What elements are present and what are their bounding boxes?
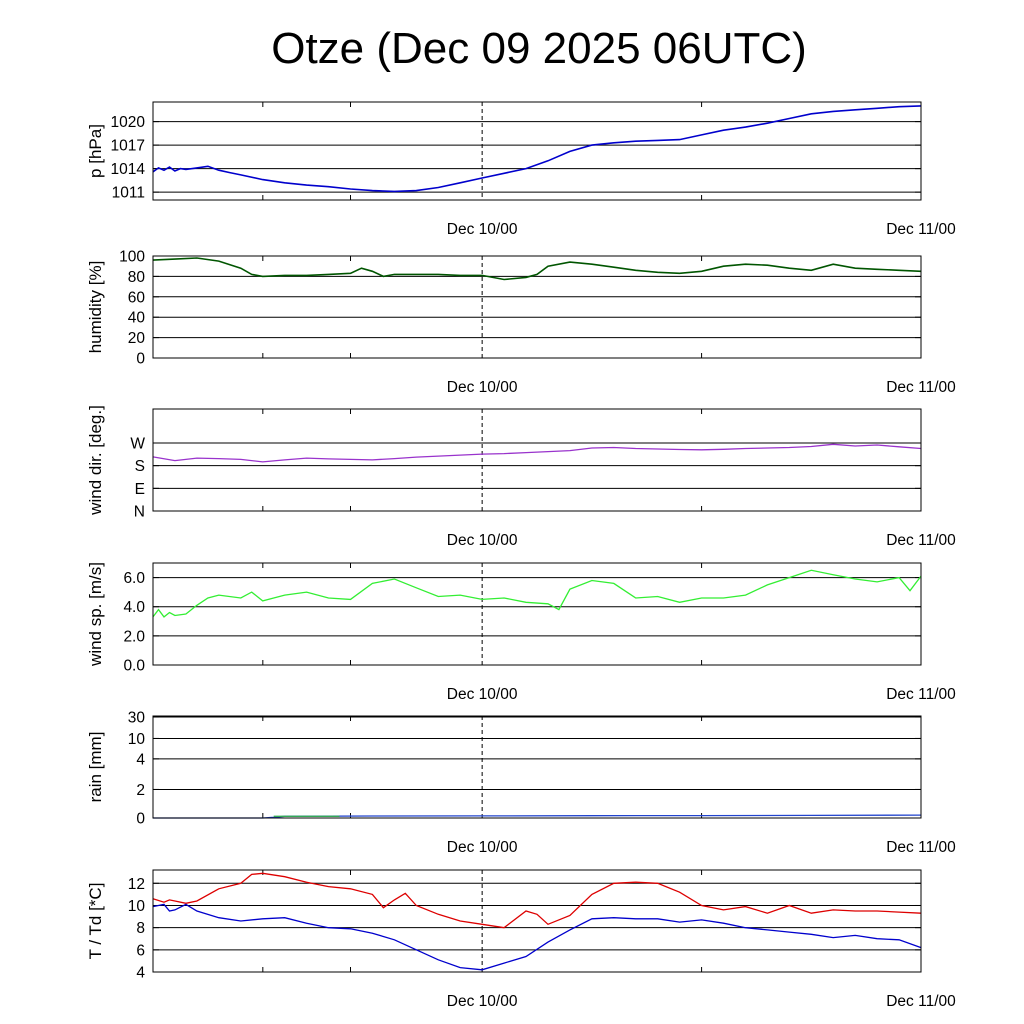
panel-2: 0 20 40 60 80 100 Dec 10/00 Dec 11/00 humidity […	[86, 249, 956, 397]
y-axis-label: p [hPa]	[86, 124, 105, 178]
y-tick-label: 0	[136, 351, 145, 368]
y-tick-label: 4	[136, 751, 145, 768]
plot-frame	[152, 869, 922, 973]
y-tick-label: 6	[136, 942, 145, 959]
series-line	[152, 903, 922, 971]
chart-title: Otze (Dec 09 2025 06UTC)	[271, 24, 807, 73]
y-tick-label: 8	[136, 920, 145, 937]
y-tick-label: 6.0	[123, 570, 145, 587]
y-tick-label: 2.0	[123, 628, 145, 645]
plot-frame	[152, 562, 922, 666]
y-tick-label: 0	[136, 811, 145, 828]
x-tick-label: Dec 10/00	[447, 221, 518, 238]
panel-4: 0.0 2.0 4.0 6.0 Dec 10/00 Dec 11/00 wind sp. […	[86, 562, 956, 703]
series-line	[152, 257, 922, 281]
y-tick-label: 1020	[111, 114, 146, 131]
x-tick-label: Dec 11/00	[886, 532, 956, 549]
y-tick-label: 10	[128, 731, 146, 748]
y-tick-label: 60	[128, 289, 146, 306]
x-tick-label: Dec 10/00	[447, 993, 518, 1010]
panel-1: 1011 1014 1017 1020 Dec 10/00 Dec 11/00 p [hPa…	[86, 101, 956, 238]
x-tick-label: Dec 11/00	[886, 379, 956, 396]
y-tick-label: 2	[136, 782, 145, 799]
y-tick-label: S	[135, 458, 145, 475]
x-tick-label: Dec 11/00	[886, 221, 956, 238]
y-tick-label: 1014	[111, 161, 146, 178]
x-tick-label: Dec 10/00	[447, 839, 518, 856]
series-line	[152, 569, 922, 618]
x-tick-label: Dec 11/00	[886, 839, 956, 856]
panel-6: 4 6 8 10 12 Dec 10/00 Dec 11/00 T / Td [*C]	[86, 869, 956, 1010]
x-tick-label: Dec 11/00	[886, 993, 956, 1010]
x-tick-label: Dec 11/00	[886, 686, 956, 703]
y-tick-label: 100	[119, 249, 145, 266]
y-tick-label: 30	[128, 710, 146, 727]
plot-frame	[152, 408, 922, 512]
plot-frame	[152, 715, 922, 819]
y-axis-label: wind dir. [deg.]	[86, 405, 105, 516]
y-axis-label: rain [mm]	[86, 732, 105, 803]
y-tick-label: 12	[128, 876, 145, 893]
y-tick-label: 40	[128, 310, 146, 327]
series-line	[152, 872, 922, 929]
series-line	[152, 105, 922, 193]
y-tick-label: 0.0	[123, 658, 145, 675]
panel-5: 0 2 4 10 30 Dec 10/00 Dec 11/00 rain [mm]	[86, 710, 956, 856]
y-axis-label: wind sp. [m/s]	[86, 562, 105, 667]
y-axis-label: T / Td [*C]	[86, 883, 105, 960]
y-tick-label: 10	[128, 898, 146, 915]
y-tick-label: E	[135, 481, 145, 498]
y-tick-label: 4.0	[123, 599, 145, 616]
y-tick-label: 4	[136, 965, 145, 982]
y-tick-label: 80	[128, 269, 146, 286]
plot-frame	[152, 255, 922, 359]
y-tick-label: 20	[128, 330, 146, 347]
x-tick-label: Dec 10/00	[447, 532, 518, 549]
y-tick-label: N	[134, 504, 145, 521]
series-line	[152, 443, 922, 463]
y-tick-label: 1011	[112, 185, 145, 202]
y-axis-label: humidity [%]	[86, 261, 105, 354]
y-tick-label: 1017	[111, 138, 145, 155]
y-tick-label: W	[130, 436, 145, 453]
x-tick-label: Dec 10/00	[447, 686, 518, 703]
plot-frame	[152, 101, 922, 201]
x-tick-label: Dec 10/00	[447, 379, 518, 396]
